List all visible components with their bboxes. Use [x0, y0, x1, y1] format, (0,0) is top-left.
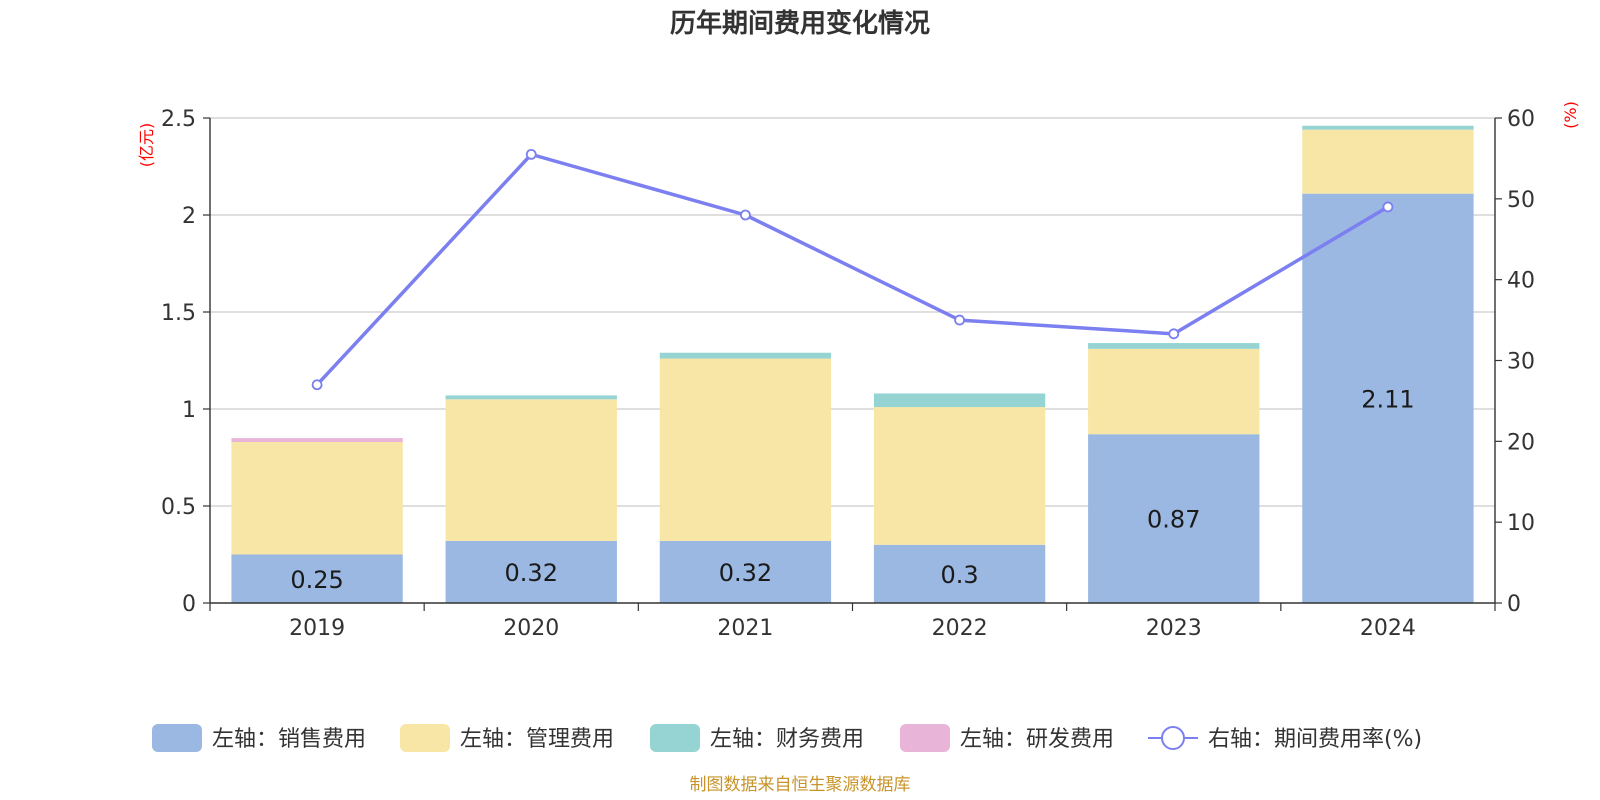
bar-segment	[1088, 343, 1260, 349]
x-axis-tick-label: 2024	[1360, 616, 1416, 641]
legend-label: 左轴：销售费用	[212, 727, 366, 752]
x-axis-tick-label: 2019	[289, 616, 345, 641]
bar-segment	[659, 540, 832, 603]
x-axis-tick-label: 2022	[932, 616, 988, 641]
bar-segment	[659, 352, 832, 359]
rate-line-path	[315, 152, 1389, 386]
left-axis-tick-label: 1.5	[161, 301, 196, 326]
bar-segment	[873, 407, 1046, 545]
right-axis-tick-label: 10	[1507, 511, 1535, 536]
rate-point	[1382, 201, 1394, 213]
right-axis-tick-label: 30	[1507, 350, 1535, 375]
rate-point	[954, 314, 965, 326]
rate-point	[740, 209, 751, 221]
right-axis-tick-label: 20	[1507, 430, 1535, 455]
legend-label: 右轴：期间费用率(%)	[1208, 727, 1422, 752]
legend-label: 左轴：管理费用	[460, 727, 614, 752]
bar-segment	[873, 393, 1046, 408]
legend-label: 左轴：研发费用	[960, 727, 1114, 752]
data-label: 0.32	[719, 559, 772, 587]
legend-swatch	[900, 724, 950, 752]
data-labels: 0.25 0.32 0.32 0.3 0.87 2.11	[290, 385, 1414, 593]
legend-marker	[1161, 726, 1185, 750]
rate-point	[1168, 328, 1180, 340]
legend-swatch	[400, 724, 450, 752]
left-axis-tick-label: 2	[182, 204, 196, 229]
bar-segment	[659, 358, 832, 541]
data-label: 0.87	[1147, 506, 1200, 534]
bar-segment	[231, 554, 403, 603]
x-axis-tick-label: 2023	[1146, 616, 1202, 641]
bar-segment	[1302, 125, 1474, 130]
axes: 0 0.5 1 1.5 2 2.5 0 10 20 30 40 50 60 2019 2020 2021 202…	[161, 107, 1535, 641]
left-axis-tick-label: 2.5	[161, 107, 196, 132]
right-axis-tick-label: 50	[1507, 188, 1535, 213]
x-axis-tick-label: 2021	[717, 616, 773, 641]
rate-point	[311, 379, 323, 391]
legend-swatch	[650, 724, 700, 752]
bar-segment	[1302, 129, 1474, 194]
legend-swatch	[152, 724, 202, 752]
bar-segment	[1302, 193, 1474, 603]
right-axis-tick-label: 60	[1507, 107, 1535, 132]
data-label: 2.11	[1361, 385, 1414, 413]
legend-label: 左轴：财务费用	[710, 727, 864, 752]
chart-title: 历年期间费用变化情况	[670, 8, 930, 39]
grid	[210, 117, 1495, 507]
left-axis-tick-label: 0.5	[161, 495, 196, 520]
bar-segment	[445, 395, 617, 400]
source-note: 制图数据来自恒生聚源数据库	[690, 775, 911, 795]
right-axis-unit: (%)	[1561, 101, 1580, 129]
right-axis-tick-label: 40	[1507, 269, 1535, 294]
bars	[231, 125, 1474, 603]
left-axis-tick-label: 0	[182, 592, 196, 617]
rate-point	[525, 148, 537, 160]
bar-segment	[445, 540, 617, 603]
x-axis-tick-label: 2020	[503, 616, 559, 641]
bar-segment	[231, 438, 403, 442]
bar-segment	[873, 544, 1046, 603]
bar-segment	[445, 399, 617, 541]
bar-segment	[1088, 434, 1260, 603]
left-axis-unit: (亿元)	[137, 123, 156, 168]
data-label: 0.3	[940, 561, 978, 589]
left-axis-tick-label: 1	[182, 398, 196, 423]
data-label: 0.32	[505, 559, 558, 587]
right-axis-tick-label: 0	[1507, 592, 1521, 617]
rate-line	[311, 148, 1394, 391]
data-label: 0.25	[290, 566, 343, 594]
bar-segment	[1088, 348, 1260, 435]
bar-segment	[231, 441, 403, 555]
legend: 左轴：销售费用 左轴：管理费用 左轴：财务费用 左轴：研发费用 右轴：期间费用率(%)	[152, 724, 1422, 752]
